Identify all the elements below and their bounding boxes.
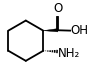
Polygon shape bbox=[43, 29, 58, 32]
Text: O: O bbox=[53, 2, 62, 15]
Text: NH₂: NH₂ bbox=[58, 46, 80, 60]
Text: OH: OH bbox=[70, 24, 87, 37]
